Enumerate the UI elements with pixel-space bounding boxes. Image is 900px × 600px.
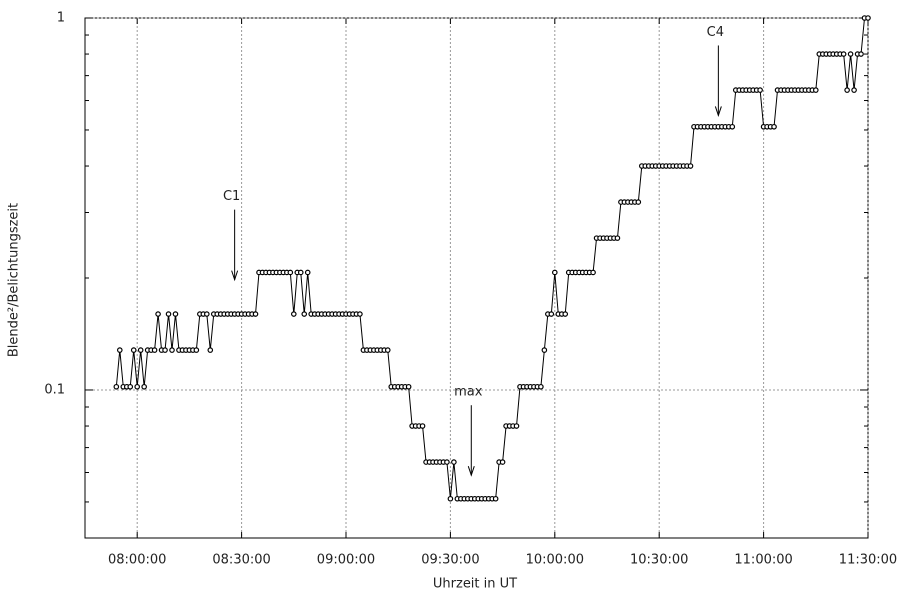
data-point [548, 311, 555, 317]
data-point [858, 51, 864, 57]
data-point [113, 383, 120, 390]
data-point [141, 383, 147, 390]
data-point [162, 347, 168, 353]
data-point [840, 51, 847, 57]
data-point [204, 311, 210, 317]
x-axis-label: Uhrzeit in UT [433, 577, 517, 592]
x-tick-label: 11:30:00 [839, 553, 897, 568]
data-point [287, 269, 294, 276]
data-point [444, 459, 450, 465]
y-tick-label: 1 [57, 11, 65, 26]
data-point [134, 383, 141, 390]
data-point [851, 87, 857, 93]
data-point [757, 87, 763, 93]
x-tick-label: 09:30:00 [421, 553, 479, 568]
data-point [172, 311, 179, 317]
data-point [551, 269, 558, 276]
data-point [301, 311, 308, 317]
data-point [297, 269, 304, 276]
data-point [357, 311, 363, 317]
data-point [541, 347, 548, 353]
data-point [447, 495, 454, 502]
annotation-arrowhead [714, 106, 722, 118]
data-point [562, 311, 569, 317]
data-point [729, 123, 736, 130]
x-tick-label: 10:00:00 [526, 553, 584, 568]
x-tick-label: 11:00:00 [734, 553, 792, 568]
data-point [614, 235, 621, 241]
data-point [165, 311, 172, 317]
data-point [169, 347, 175, 353]
data-point [499, 459, 506, 465]
data-point [538, 383, 544, 390]
x-tick-label: 08:00:00 [108, 553, 166, 568]
data-point [492, 495, 499, 502]
data-point [207, 347, 214, 353]
data-point [130, 347, 137, 353]
x-tick-label: 08:30:00 [212, 553, 270, 568]
data-point [687, 163, 694, 169]
data-point [865, 15, 871, 21]
data-point [117, 347, 123, 353]
data-point [771, 123, 777, 130]
data-point [252, 311, 259, 317]
data-point [844, 87, 850, 93]
data-point [405, 383, 412, 390]
annotation-label: max [454, 385, 483, 400]
data-point [513, 423, 520, 429]
data-point [151, 347, 158, 353]
data-point [137, 347, 144, 353]
data-point [290, 311, 297, 317]
data-point [384, 347, 391, 353]
y-tick-label: 0.1 [44, 382, 65, 397]
annotation-arrowhead [231, 270, 239, 282]
annotation-arrowhead [467, 466, 475, 477]
data-point [590, 269, 596, 276]
data-point [812, 87, 819, 93]
x-tick-label: 10:30:00 [630, 553, 688, 568]
data-point [419, 423, 426, 429]
x-tick-label: 09:00:00 [317, 553, 375, 568]
annotation-label: C1 [223, 189, 240, 204]
data-point [304, 269, 311, 276]
data-point [127, 383, 134, 390]
data-point [847, 51, 854, 57]
data-point [451, 459, 457, 465]
y-axis-label: Blende²/Belichtungszeit [7, 203, 22, 357]
annotation-label: C4 [707, 25, 724, 40]
data-point [193, 347, 200, 353]
data-point [155, 311, 161, 317]
plot-frame [84, 17, 869, 539]
data-point [635, 199, 642, 205]
